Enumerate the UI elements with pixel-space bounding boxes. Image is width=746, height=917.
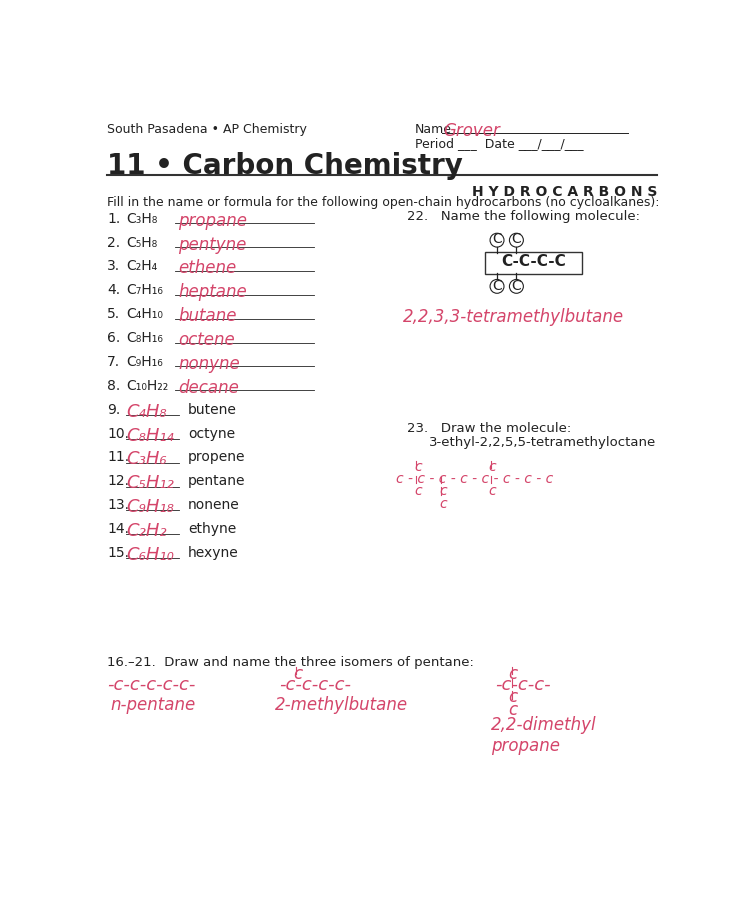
Text: ethyne: ethyne bbox=[188, 522, 236, 536]
Text: 12.: 12. bbox=[107, 474, 129, 488]
Text: C₆H₁₀: C₆H₁₀ bbox=[126, 546, 174, 564]
Text: 4.: 4. bbox=[107, 283, 120, 297]
Text: 11 • Carbon Chemistry: 11 • Carbon Chemistry bbox=[107, 152, 463, 181]
Text: C: C bbox=[512, 279, 521, 293]
Text: 1.: 1. bbox=[107, 212, 120, 226]
Text: nonene: nonene bbox=[188, 498, 239, 512]
Text: butene: butene bbox=[188, 403, 236, 416]
Text: butane: butane bbox=[178, 307, 237, 326]
Text: hexyne: hexyne bbox=[188, 546, 239, 560]
Text: pentane: pentane bbox=[188, 474, 245, 488]
Text: C: C bbox=[492, 279, 502, 293]
Text: C₁₀H₂₂: C₁₀H₂₂ bbox=[126, 379, 168, 392]
Text: c: c bbox=[509, 665, 518, 683]
Text: 15.: 15. bbox=[107, 546, 129, 560]
Text: C₃H₈: C₃H₈ bbox=[126, 212, 157, 226]
Text: 8.: 8. bbox=[107, 379, 120, 392]
Text: Grover: Grover bbox=[444, 122, 501, 140]
Text: C₉H₁₆: C₉H₁₆ bbox=[126, 355, 163, 369]
Text: C: C bbox=[492, 232, 502, 247]
Text: 16.–21.  Draw and name the three isomers of pentane:: 16.–21. Draw and name the three isomers … bbox=[107, 656, 474, 669]
Text: ethene: ethene bbox=[178, 260, 236, 278]
Text: c: c bbox=[414, 484, 421, 498]
Text: 2.: 2. bbox=[107, 236, 120, 249]
Text: C₅H₈: C₅H₈ bbox=[126, 236, 157, 249]
Text: c: c bbox=[509, 701, 518, 719]
Text: heptane: heptane bbox=[178, 283, 247, 302]
Text: c: c bbox=[509, 689, 518, 706]
Text: pentyne: pentyne bbox=[178, 236, 247, 253]
Text: 6.: 6. bbox=[107, 331, 120, 345]
Text: c: c bbox=[489, 484, 496, 498]
Text: C-C-C-C: C-C-C-C bbox=[501, 254, 565, 270]
Text: C₄H₈: C₄H₈ bbox=[126, 403, 166, 421]
Text: octene: octene bbox=[178, 331, 235, 349]
Text: -c-c-c-c-c-: -c-c-c-c-c- bbox=[107, 676, 195, 694]
Text: octyne: octyne bbox=[188, 426, 235, 440]
Text: 3.: 3. bbox=[107, 260, 120, 273]
Text: 2-methylbutane: 2-methylbutane bbox=[275, 696, 409, 714]
Text: C₂H₂: C₂H₂ bbox=[126, 522, 166, 540]
Text: 10.: 10. bbox=[107, 426, 129, 440]
Text: propene: propene bbox=[188, 450, 245, 464]
Text: -c-c-c-: -c-c-c- bbox=[495, 676, 551, 694]
Text: decane: decane bbox=[178, 379, 239, 397]
Text: c: c bbox=[293, 665, 302, 683]
Text: 3-ethyl-2,2,5,5-tetramethyloctane: 3-ethyl-2,2,5,5-tetramethyloctane bbox=[429, 436, 656, 448]
Text: C₇H₁₆: C₇H₁₆ bbox=[126, 283, 163, 297]
Text: H Y D R O C A R B O N S: H Y D R O C A R B O N S bbox=[472, 184, 657, 199]
Text: C₉H₁₈: C₉H₁₈ bbox=[126, 498, 174, 516]
Text: 23.   Draw the molecule:: 23. Draw the molecule: bbox=[407, 422, 571, 435]
Text: 9.: 9. bbox=[107, 403, 120, 416]
Text: C: C bbox=[512, 232, 521, 247]
Text: C₈H₁₆: C₈H₁₆ bbox=[126, 331, 163, 345]
Text: 5.: 5. bbox=[107, 307, 120, 321]
Text: C₄H₁₀: C₄H₁₀ bbox=[126, 307, 163, 321]
Text: C₃H₆: C₃H₆ bbox=[126, 450, 166, 469]
Text: 13.: 13. bbox=[107, 498, 129, 512]
FancyBboxPatch shape bbox=[485, 252, 583, 274]
Text: C₂H₄: C₂H₄ bbox=[126, 260, 157, 273]
Text: c: c bbox=[489, 459, 496, 473]
Text: n-pentane: n-pentane bbox=[110, 696, 195, 714]
Text: -c-c-c-c-: -c-c-c-c- bbox=[279, 676, 351, 694]
Text: c: c bbox=[439, 497, 447, 511]
Text: South Pasadena • AP Chemistry: South Pasadena • AP Chemistry bbox=[107, 123, 307, 136]
Text: c: c bbox=[414, 459, 421, 473]
Text: Period ___  Date ___/___/___: Period ___ Date ___/___/___ bbox=[415, 137, 583, 150]
Text: 7.: 7. bbox=[107, 355, 120, 369]
Text: 11.: 11. bbox=[107, 450, 129, 464]
Text: 14.: 14. bbox=[107, 522, 129, 536]
Text: Name: Name bbox=[415, 123, 452, 136]
Text: 2,2-dimethyl
propane: 2,2-dimethyl propane bbox=[491, 716, 597, 755]
Text: nonyne: nonyne bbox=[178, 355, 240, 373]
Text: 22.   Name the following molecule:: 22. Name the following molecule: bbox=[407, 210, 640, 223]
Text: C₈H₁₄: C₈H₁₄ bbox=[126, 426, 174, 445]
Text: C₅H₁₂: C₅H₁₂ bbox=[126, 474, 174, 492]
Text: 2,2,3,3-tetramethylbutane: 2,2,3,3-tetramethylbutane bbox=[404, 308, 624, 326]
Text: propane: propane bbox=[178, 212, 248, 229]
Text: Fill in the name or formula for the following open-chain hydrocarbons (no cycloa: Fill in the name or formula for the foll… bbox=[107, 196, 659, 209]
Text: c: c bbox=[439, 484, 447, 498]
Text: c - c - c - c - c - c - c - c: c - c - c - c - c - c - c - c bbox=[395, 472, 553, 486]
